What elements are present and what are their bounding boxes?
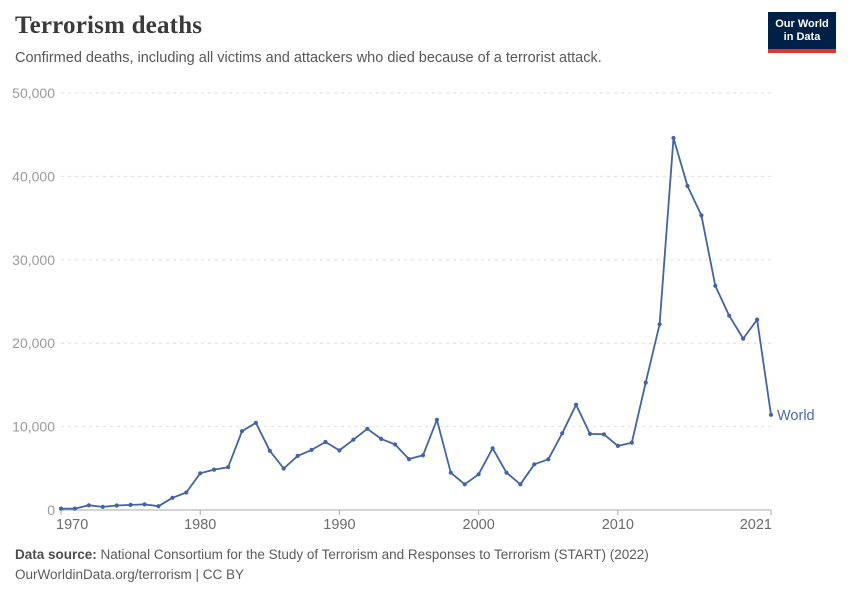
data-point — [713, 283, 718, 288]
data-point — [685, 183, 690, 189]
data-point — [574, 402, 579, 407]
data-point — [351, 437, 356, 442]
owid-logo: Our World in Data — [768, 12, 836, 53]
x-tick-label: 2000 — [463, 517, 495, 533]
data-point — [198, 471, 203, 476]
data-point — [629, 440, 634, 445]
page-title: Terrorism deaths — [15, 12, 203, 39]
data-point — [365, 426, 370, 431]
y-tick-label: 10,000 — [12, 419, 55, 435]
data-point — [58, 506, 64, 511]
data-point — [393, 442, 398, 447]
y-tick-label: 30,000 — [12, 252, 55, 268]
data-point — [156, 504, 161, 509]
data-point — [490, 446, 495, 451]
data-point — [518, 482, 523, 487]
data-point — [212, 467, 217, 472]
series-end-label-world: World — [777, 408, 815, 424]
chart-footer: Data source: National Consortium for the… — [15, 545, 649, 585]
data-point — [587, 431, 593, 436]
y-tick-label: 50,000 — [12, 85, 55, 101]
data-point — [601, 432, 607, 437]
logo-text-line2: in Data — [783, 30, 821, 43]
data-point — [615, 443, 621, 448]
data-point — [114, 503, 119, 508]
x-tick-label: 2010 — [602, 517, 634, 533]
y-tick-label: 0 — [47, 502, 55, 518]
data-source-label: Data source: — [15, 547, 97, 562]
x-tick-label: 2021 — [740, 517, 772, 533]
data-point — [546, 457, 551, 462]
data-point — [657, 322, 662, 327]
data-point — [295, 453, 300, 458]
data-source-name: National Consortium for the Study of Ter… — [96, 547, 649, 562]
data-point — [170, 495, 175, 500]
data-point — [560, 431, 565, 436]
data-point — [462, 482, 467, 487]
x-tick-label: 1970 — [56, 517, 88, 533]
data-point — [142, 502, 147, 507]
data-point — [699, 213, 704, 218]
data-point — [72, 506, 77, 511]
y-tick-label: 40,000 — [12, 168, 55, 184]
data-point — [184, 490, 189, 495]
data-point — [309, 447, 314, 452]
data-point — [379, 436, 384, 441]
footer-source-line: Data source: National Consortium for the… — [15, 545, 649, 565]
y-tick-label: 20,000 — [12, 335, 55, 351]
data-point — [253, 420, 258, 425]
footer-license-line: OurWorldinData.org/terrorism | CC BY — [15, 567, 245, 582]
x-tick-label: 1990 — [323, 517, 355, 533]
data-point — [337, 448, 342, 453]
data-point — [532, 462, 537, 467]
data-point — [86, 503, 91, 508]
data-point — [504, 470, 509, 475]
data-point — [755, 317, 760, 322]
data-point — [100, 504, 105, 509]
data-point — [323, 439, 328, 445]
world-series-line — [60, 137, 772, 510]
data-point — [448, 470, 453, 475]
data-point — [643, 380, 648, 385]
data-point — [671, 135, 676, 141]
data-point — [768, 412, 774, 417]
chart-subtitle: Confirmed deaths, including all victims … — [15, 50, 602, 66]
data-point — [267, 448, 272, 453]
data-point — [434, 417, 439, 422]
data-point — [406, 457, 412, 462]
logo-text-line1: Our World — [775, 17, 829, 30]
data-point — [226, 465, 231, 470]
data-point — [128, 502, 133, 507]
x-tick-label: 1980 — [184, 517, 216, 533]
data-point — [239, 429, 245, 434]
data-point — [727, 313, 732, 318]
data-point — [741, 336, 746, 341]
data-point — [420, 453, 426, 458]
data-point — [476, 472, 481, 477]
data-point — [281, 466, 286, 471]
